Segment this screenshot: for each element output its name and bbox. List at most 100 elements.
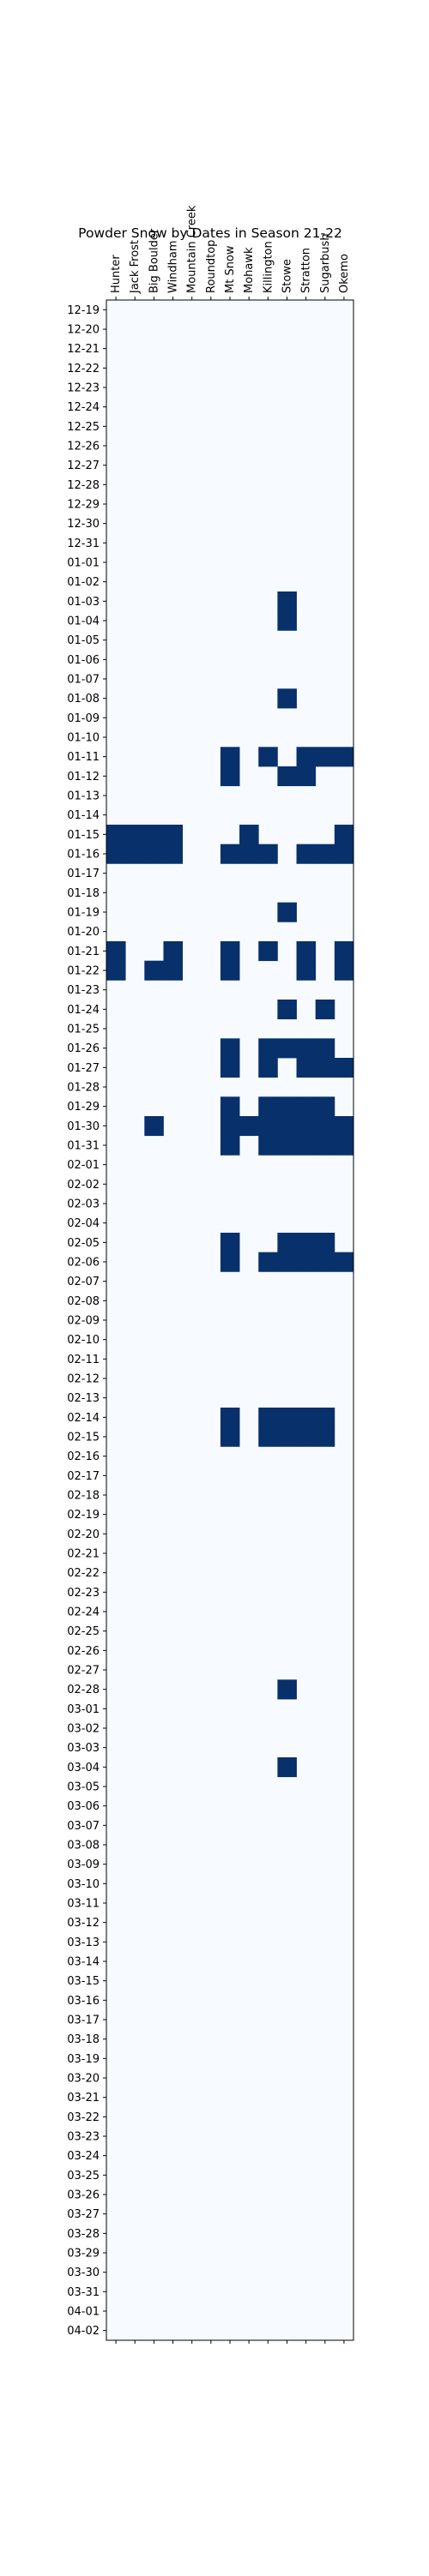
- y-tick-label: 03-13: [67, 1937, 100, 1949]
- y-axis-ticks: 12-19 12-20 12-21 12-22 12-23 12-24 12-25 12-26…: [67, 304, 106, 2338]
- heatmap-cell: [163, 960, 184, 981]
- heatmap-cell: [277, 1757, 297, 1778]
- heatmap-cell: [220, 1135, 240, 1156]
- heatmap-cell: [220, 844, 240, 864]
- heatmap-cell: [220, 1058, 240, 1078]
- y-tick-label: 01-20: [67, 926, 100, 939]
- heatmap-cell: [277, 1679, 297, 1700]
- y-tick-label: 01-29: [67, 1101, 100, 1114]
- y-tick-label: 04-02: [67, 2325, 100, 2338]
- y-tick-label: 01-15: [67, 829, 100, 842]
- y-tick-label: 03-17: [67, 2015, 100, 2027]
- y-tick-label: 03-30: [67, 2267, 100, 2279]
- heatmap-cell: [163, 844, 184, 864]
- y-tick-label: 02-25: [67, 1625, 100, 1638]
- y-tick-label: 03-10: [67, 1878, 100, 1891]
- heatmap-cell: [296, 766, 317, 787]
- y-tick-label: 01-25: [67, 1024, 100, 1036]
- y-tick-label: 03-22: [67, 2111, 100, 2124]
- y-tick-label: 12-24: [67, 401, 100, 414]
- y-tick-label: 03-20: [67, 2073, 100, 2086]
- heatmap-cell: [296, 844, 317, 864]
- x-tick-label: Okemo: [338, 254, 351, 293]
- heatmap-cell: [220, 1116, 240, 1137]
- heatmap-cell: [220, 960, 240, 981]
- y-tick-label: 12-27: [67, 459, 100, 472]
- heatmap-cell: [334, 1135, 354, 1156]
- heatmap-cells: [106, 300, 354, 2340]
- y-tick-label: 02-16: [67, 1450, 100, 1463]
- y-tick-label: 02-12: [67, 1373, 100, 1386]
- y-tick-label: 02-21: [67, 1548, 100, 1561]
- y-tick-label: 03-16: [67, 1995, 100, 2008]
- y-tick-label: 12-31: [67, 537, 100, 550]
- heatmap-cell: [296, 1426, 317, 1447]
- heatmap-cell: [277, 1096, 297, 1117]
- y-tick-label: 02-15: [67, 1432, 100, 1444]
- y-tick-label: 01-18: [67, 887, 100, 900]
- y-tick-label: 03-07: [67, 1820, 100, 1833]
- x-tick-label: Mountain Creek: [186, 205, 199, 293]
- heatmap-cell: [239, 844, 259, 864]
- y-tick-label: 12-30: [67, 518, 100, 531]
- heatmap-cell: [220, 1038, 240, 1059]
- y-tick-label: 02-01: [67, 1159, 100, 1172]
- y-tick-label: 03-29: [67, 2248, 100, 2261]
- y-tick-label: 02-11: [67, 1354, 100, 1366]
- y-tick-label: 12-29: [67, 499, 100, 512]
- x-tick-label: Stowe: [281, 259, 293, 293]
- y-tick-label: 12-22: [67, 363, 100, 375]
- heatmap-cell: [334, 844, 354, 864]
- y-tick-label: 02-22: [67, 1567, 100, 1580]
- heatmap-cell: [296, 1038, 317, 1059]
- y-tick-label: 03-14: [67, 1956, 100, 1969]
- heatmap-cell: [277, 610, 297, 631]
- heatmap-cell: [315, 1000, 335, 1020]
- y-tick-label: 03-31: [67, 2286, 100, 2299]
- heatmap-cell: [296, 747, 317, 767]
- chart-title: Powder Snow by Dates in Season 21-22: [78, 225, 342, 241]
- y-tick-label: 01-07: [67, 674, 100, 687]
- y-tick-label: 02-17: [67, 1470, 100, 1483]
- y-tick-label: 01-01: [67, 557, 100, 570]
- y-tick-label: 02-18: [67, 1490, 100, 1503]
- y-tick-label: 01-30: [67, 1120, 100, 1133]
- heatmap-cell: [277, 1116, 297, 1137]
- heatmap-cell: [334, 747, 354, 767]
- heatmap-cell: [277, 1000, 297, 1020]
- y-tick-label: 01-17: [67, 868, 100, 880]
- heatmap-cell: [296, 1252, 317, 1272]
- y-tick-label: 03-11: [67, 1898, 100, 1911]
- x-tick-label: Stratton: [300, 248, 313, 293]
- heatmap-cell: [258, 1116, 278, 1137]
- heatmap-cell: [258, 747, 278, 767]
- y-tick-label: 03-21: [67, 2092, 100, 2105]
- y-tick-label: 02-10: [67, 1334, 100, 1347]
- y-tick-label: 01-21: [67, 946, 100, 958]
- heatmap-cell: [334, 825, 354, 845]
- heatmap-cell: [220, 1233, 240, 1253]
- heatmap-cell: [296, 1408, 317, 1428]
- heatmap-cell: [296, 1058, 317, 1078]
- y-tick-label: 03-23: [67, 2131, 100, 2144]
- x-axis-ticks: Hunter Jack Frost Big Boulder Windham Mounta…: [110, 205, 351, 2344]
- plot-frame: [106, 299, 354, 2341]
- heatmap-cell: [315, 1096, 335, 1117]
- y-tick-label: 02-05: [67, 1237, 100, 1250]
- x-tick-label: Sugarbush: [319, 233, 332, 293]
- y-tick-label: 04-01: [67, 2306, 100, 2319]
- y-tick-label: 03-12: [67, 1917, 100, 1930]
- x-tick-label: Windham: [167, 240, 180, 293]
- heatmap-cell: [315, 1058, 335, 1078]
- heatmap-cell: [277, 902, 297, 922]
- x-tick-label: Roundtop: [205, 240, 218, 293]
- heatmap-cell: [163, 941, 184, 962]
- heatmap-cell: [106, 941, 126, 962]
- y-tick-label: 02-28: [67, 1684, 100, 1696]
- x-tick-label: Killington: [262, 241, 275, 293]
- heatmap-cell: [315, 1233, 335, 1253]
- y-tick-label: 12-20: [67, 324, 100, 337]
- y-tick-label: 03-02: [67, 1723, 100, 1736]
- heatmap-cell: [334, 941, 354, 962]
